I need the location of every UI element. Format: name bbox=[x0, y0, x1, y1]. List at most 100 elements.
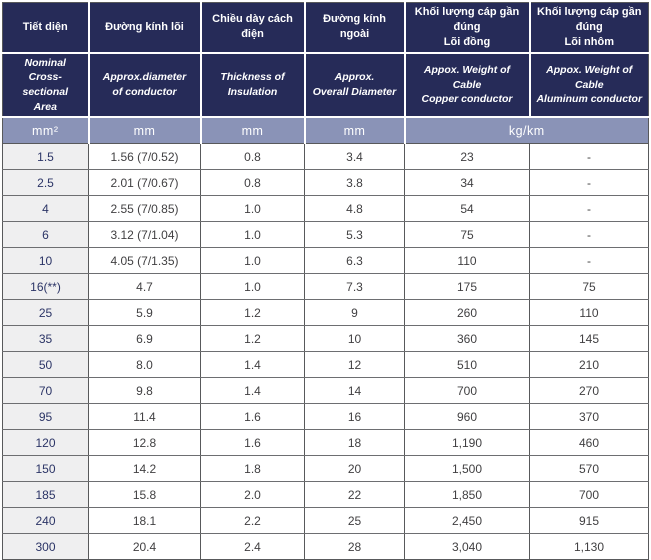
cell-value: 12 bbox=[304, 351, 405, 379]
cell-value: 3.4 bbox=[304, 143, 405, 171]
cell-value: 1.4 bbox=[200, 351, 305, 379]
cell-value: 7.3 bbox=[304, 273, 405, 301]
header-cell-en: Nominal Cross- sectional Area bbox=[2, 52, 90, 119]
header-cell-vi: Đường kính lõi bbox=[88, 2, 202, 54]
cell-nominal-area: 35 bbox=[2, 325, 89, 353]
table-row: 150 14.2 1.8 20 1,500 570 bbox=[2, 455, 649, 483]
header-cell-vi: Đường kính ngoài bbox=[304, 2, 406, 54]
cell-value: 1.2 bbox=[200, 299, 305, 327]
cell-value: 18 bbox=[304, 429, 405, 457]
unit-cell: mm bbox=[200, 117, 306, 145]
cell-value: 4.05 (7/1.35) bbox=[88, 247, 201, 275]
cell-value: 54 bbox=[404, 195, 530, 223]
table-row: 120 12.8 1.6 18 1,190 460 bbox=[2, 429, 649, 457]
cell-value: 145 bbox=[529, 325, 649, 353]
cell-nominal-area: 10 bbox=[2, 247, 89, 275]
unit-cell: mm bbox=[88, 117, 202, 145]
cell-value: 360 bbox=[404, 325, 530, 353]
cell-value: 570 bbox=[529, 455, 649, 483]
table-body: 1.5 1.56 (7/0.52) 0.8 3.4 23-2.5 2.01 (7/0.67… bbox=[2, 143, 649, 560]
cell-value: 1.56 (7/0.52) bbox=[88, 143, 201, 171]
header-cell-en: Thickness of Insulation bbox=[200, 52, 306, 119]
cell-nominal-area: 240 bbox=[2, 507, 89, 535]
table-row: 185 15.8 2.0 22 1,850 700 bbox=[2, 481, 649, 509]
table-row: 70 9.8 1.4 14 700 270 bbox=[2, 377, 649, 405]
cell-value: 20 bbox=[304, 455, 405, 483]
cell-value: 18.1 bbox=[88, 507, 201, 535]
cell-value: 1.2 bbox=[200, 325, 305, 353]
header-cell-vi: Khối lượng cáp gần đúng Lõi đồng bbox=[404, 2, 531, 54]
cell-value: 2.2 bbox=[200, 507, 305, 535]
cell-value: - bbox=[529, 195, 649, 223]
cell-value: 11.4 bbox=[88, 403, 201, 431]
table-row: 240 18.1 2.2 25 2,450 915 bbox=[2, 507, 649, 535]
cell-value: 260 bbox=[404, 299, 530, 327]
cell-value: 2.0 bbox=[200, 481, 305, 509]
header-cell-en: Appox. Weight of Cable Copper conductor bbox=[404, 52, 531, 119]
cell-nominal-area: 16(**) bbox=[2, 273, 89, 301]
cell-value: 34 bbox=[404, 169, 530, 197]
cell-value: 75 bbox=[529, 273, 649, 301]
cell-value: 960 bbox=[404, 403, 530, 431]
table-row: 25 5.9 1.2 9 260 110 bbox=[2, 299, 649, 327]
header-cell-vi: Khối lượng cáp gần đúng Lõi nhôm bbox=[529, 2, 649, 54]
cell-value: 1,850 bbox=[404, 481, 530, 509]
cell-nominal-area: 70 bbox=[2, 377, 89, 405]
cell-value: 0.8 bbox=[200, 143, 305, 171]
cell-value: 1.0 bbox=[200, 221, 305, 249]
cell-value: 1.0 bbox=[200, 247, 305, 275]
cell-nominal-area: 2.5 bbox=[2, 169, 89, 197]
unit-cell: mm bbox=[304, 117, 406, 145]
cell-value: 14.2 bbox=[88, 455, 201, 483]
cell-nominal-area: 1.5 bbox=[2, 143, 89, 171]
cell-value: 110 bbox=[529, 299, 649, 327]
cell-value: 1,190 bbox=[404, 429, 530, 457]
cell-value: 12.8 bbox=[88, 429, 201, 457]
cell-nominal-area: 95 bbox=[2, 403, 89, 431]
cell-value: 0.8 bbox=[200, 169, 305, 197]
cell-value: 6.3 bbox=[304, 247, 405, 275]
cell-value: - bbox=[529, 221, 649, 249]
cell-nominal-area: 4 bbox=[2, 195, 89, 223]
cell-value: 270 bbox=[529, 377, 649, 405]
cell-value: 9 bbox=[304, 299, 405, 327]
cell-value: 700 bbox=[529, 481, 649, 509]
header-row-vietnamese: Tiết diện Đường kính lõi Chiều dày cách … bbox=[2, 2, 649, 54]
cell-value: 10 bbox=[304, 325, 405, 353]
cell-nominal-area: 185 bbox=[2, 481, 89, 509]
table-row: 4 2.55 (7/0.85) 1.0 4.8 54- bbox=[2, 195, 649, 223]
cell-value: 75 bbox=[404, 221, 530, 249]
cell-value: 175 bbox=[404, 273, 530, 301]
cell-value: 9.8 bbox=[88, 377, 201, 405]
cell-value: 510 bbox=[404, 351, 530, 379]
table-row: 2.5 2.01 (7/0.67) 0.8 3.8 34- bbox=[2, 169, 649, 197]
cell-value: 110 bbox=[404, 247, 530, 275]
cell-value: 16 bbox=[304, 403, 405, 431]
cell-value: 1.6 bbox=[200, 429, 305, 457]
cell-value: 370 bbox=[529, 403, 649, 431]
table-row: 1.5 1.56 (7/0.52) 0.8 3.4 23- bbox=[2, 143, 649, 171]
cell-value: 4.7 bbox=[88, 273, 201, 301]
cell-value: 1.4 bbox=[200, 377, 305, 405]
unit-cell-weight-span: kg/km bbox=[404, 117, 649, 145]
cell-value: 210 bbox=[529, 351, 649, 379]
cell-nominal-area: 50 bbox=[2, 351, 89, 379]
cell-value: 1.0 bbox=[200, 195, 305, 223]
units-row: mm² mm mm mm kg/km bbox=[2, 117, 649, 145]
cell-value: 22 bbox=[304, 481, 405, 509]
unit-cell: mm² bbox=[2, 117, 90, 145]
header-cell-en: Approx.diameter of conductor bbox=[88, 52, 202, 119]
cell-value: 25 bbox=[304, 507, 405, 535]
cell-value: 4.8 bbox=[304, 195, 405, 223]
cell-value: 915 bbox=[529, 507, 649, 535]
cell-nominal-area: 150 bbox=[2, 455, 89, 483]
cell-value: 14 bbox=[304, 377, 405, 405]
table-row: 16(**) 4.7 1.0 7.3 175 75 bbox=[2, 273, 649, 301]
cell-value: - bbox=[529, 143, 649, 171]
table-row: 50 8.0 1.4 12 510 210 bbox=[2, 351, 649, 379]
cell-value: 5.3 bbox=[304, 221, 405, 249]
cell-value: - bbox=[529, 169, 649, 197]
table-row: 95 11.4 1.6 16 960 370 bbox=[2, 403, 649, 431]
